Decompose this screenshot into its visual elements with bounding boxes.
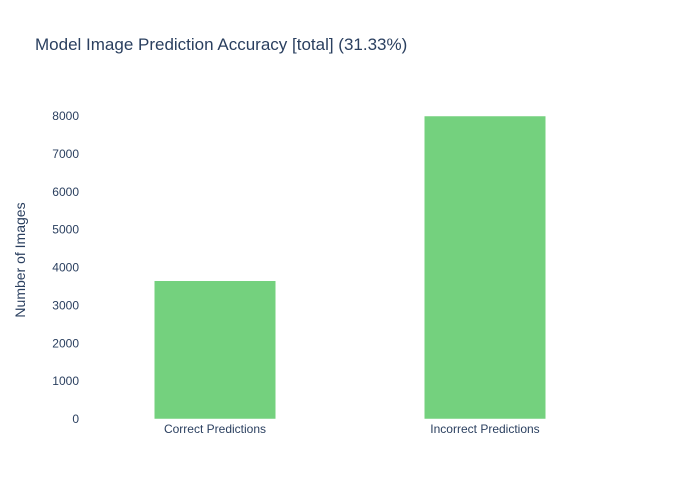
bars-group [154, 115, 546, 420]
bar-correct-predictions[interactable] [154, 280, 276, 420]
bar-incorrect-predictions[interactable] [424, 115, 546, 420]
x-tick-label: Correct Predictions [164, 422, 266, 436]
y-tick-label: 4000 [52, 261, 79, 275]
x-tick-label: Incorrect Predictions [430, 422, 539, 436]
y-axis-ticks: 0 1000 2000 3000 4000 5000 6000 7000 8000 [52, 109, 79, 426]
y-tick-label: 5000 [52, 223, 79, 237]
y-tick-label: 3000 [52, 298, 79, 312]
y-tick-label: 8000 [52, 109, 79, 123]
y-tick-label: 1000 [52, 374, 79, 388]
y-axis-title: Number of Images [12, 202, 28, 317]
y-tick-label: 6000 [52, 185, 79, 199]
y-tick-label: 2000 [52, 336, 79, 350]
y-tick-label: 7000 [52, 147, 79, 161]
x-axis-ticks: Correct Predictions Incorrect Predictions [164, 422, 540, 436]
y-tick-label: 0 [72, 412, 79, 426]
chart-title: Model Image Prediction Accuracy [total] … [35, 35, 407, 54]
